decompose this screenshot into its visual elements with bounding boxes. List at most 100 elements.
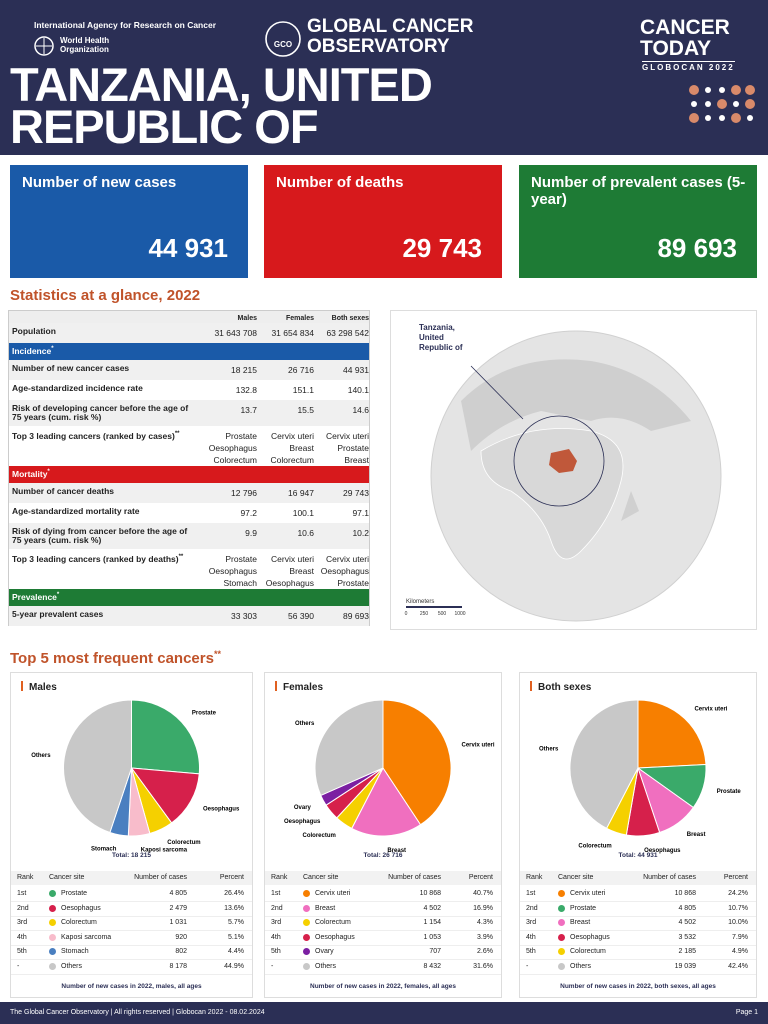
table-row: - Others 19 039 42.4% xyxy=(520,960,756,975)
key-figure-label: Number of deaths xyxy=(276,174,404,191)
pie-label: Others xyxy=(31,753,51,759)
scale-label: 0 xyxy=(405,611,408,617)
table-column: Percent xyxy=(723,874,748,881)
table-row: 5th Colorectum 2 185 4.9% xyxy=(520,945,756,961)
pie-slice xyxy=(314,699,384,797)
site: Oesophagus xyxy=(315,933,355,941)
site-dot xyxy=(558,948,565,956)
site: Colorectum xyxy=(315,919,351,927)
table-column: Rank xyxy=(271,874,288,881)
pie-slice xyxy=(569,699,639,829)
cases: 1 154 xyxy=(423,919,441,927)
row-label-text: Top 3 leading cancers (ranked by deaths) xyxy=(12,553,179,564)
row-label-text: Population xyxy=(12,326,56,336)
rank: - xyxy=(271,963,274,970)
pie-total: Total: 18 215 xyxy=(112,852,151,859)
pie-chart: Cervix uteri Prostate Breast Oesophagus Colo… xyxy=(539,699,742,859)
site-dot xyxy=(303,933,310,941)
percent: 5.1% xyxy=(228,933,244,941)
percent: 24.2% xyxy=(728,890,748,897)
section-row: Incidence* xyxy=(9,343,369,360)
row-label-text: Number of cancer deaths xyxy=(12,486,115,496)
cases: 2 185 xyxy=(678,948,696,956)
cases: 802 xyxy=(175,948,187,956)
pie-label: Prostate xyxy=(717,789,742,795)
row-label-text: Age-standardized mortality rate xyxy=(12,506,140,516)
row-label: 5-year prevalent cases xyxy=(12,610,192,619)
pie-label: Breast xyxy=(687,832,706,838)
cases: 19 039 xyxy=(674,963,696,970)
table-row: 4th Oesophagus 1 053 3.9% xyxy=(265,931,501,946)
cases: 8 432 xyxy=(423,963,441,970)
country: TANZANIA, UNITED REPUBLIC OF xyxy=(10,58,433,153)
cell-line: Prostate xyxy=(225,554,257,564)
site-dot xyxy=(49,963,56,970)
row-label: Age-standardized incidence rate xyxy=(12,384,192,393)
section-row: Prevalence* xyxy=(9,589,369,606)
cell: 9.9 xyxy=(245,528,257,538)
pie-label: Colorectum xyxy=(167,840,200,846)
cell: Cervix uteri Breast Oesophagus xyxy=(256,553,314,589)
site-dot xyxy=(303,890,310,897)
pie-label: Colorectum xyxy=(303,833,336,839)
table-row: 3rd Colorectum 1 154 4.3% xyxy=(265,916,501,932)
pie-label: Cervix uteri xyxy=(694,707,727,713)
table-column: Number of cases xyxy=(134,874,187,881)
cell: 31 643 708 xyxy=(214,328,257,338)
footer-text: The Global Cancer Observatory | All righ… xyxy=(10,1009,265,1016)
table-row: - Others 8 178 44.9% xyxy=(11,960,252,975)
pie-label: Breast xyxy=(387,848,406,854)
cell-line: Oesophagus xyxy=(265,578,314,588)
cell-line: Breast xyxy=(289,443,314,453)
panel-title: Males xyxy=(21,681,57,693)
rank: 2nd xyxy=(271,904,283,912)
percent: 7.9% xyxy=(732,933,748,941)
table-row: 3rd Breast 4 502 10.0% xyxy=(520,916,756,932)
rank: 4th xyxy=(17,933,27,941)
site: Breast xyxy=(570,919,591,927)
product: CANCER TODAY xyxy=(640,16,730,60)
site-dot xyxy=(49,919,56,927)
cell-line: Oesophagus xyxy=(208,443,257,453)
cell-line: Oesophagus xyxy=(320,566,369,576)
gco-logo-text: GCO xyxy=(274,40,292,49)
cases: 707 xyxy=(429,948,441,956)
dots-decoration xyxy=(689,85,755,123)
pie-slice xyxy=(351,767,422,837)
percent: 16.9% xyxy=(473,904,493,912)
table-row: 2nd Breast 4 502 16.9% xyxy=(265,902,501,917)
footnote: Number of new cases in 2022, both sexes,… xyxy=(560,983,716,990)
site: Others xyxy=(61,963,83,970)
panel: Males Prostate Oesophagus Colorectum Kaposi … xyxy=(10,672,253,998)
cell-line: Cervix uteri xyxy=(326,431,369,441)
rank: - xyxy=(526,963,529,970)
table-row: 2nd Oesophagus 2 479 13.6% xyxy=(11,902,252,917)
pie-chart: Cervix uteri Breast Colorectum Oesophagus Ov… xyxy=(284,699,495,859)
pie-label: Oesophagus xyxy=(644,848,681,854)
key-figure-value: 29 743 xyxy=(402,233,482,263)
section-name: Prevalence xyxy=(12,592,57,602)
key-figure: Number of prevalent cases (5-year) 89 693 xyxy=(519,165,757,278)
percent: 5.7% xyxy=(228,919,244,927)
stats-row: Number of new cancer cases 18 215 26 716 44… xyxy=(9,360,369,380)
row-label-mark: ** xyxy=(174,431,180,437)
row-label: Age-standardized mortality rate xyxy=(12,507,192,516)
percent: 10.0% xyxy=(728,919,748,927)
pie-total: Total: 44 931 xyxy=(619,852,658,859)
site: Oesophagus xyxy=(570,933,610,941)
agency: International Agency for Research on Can… xyxy=(34,20,217,30)
key-figure-label: Number of prevalent cases (5-year) xyxy=(531,174,746,208)
percent: 4.9% xyxy=(732,948,748,956)
cases: 3 532 xyxy=(678,933,696,941)
rank: 1st xyxy=(526,890,536,897)
site: Cervix uteri xyxy=(570,890,606,897)
rank: 3rd xyxy=(271,919,282,927)
cell: 13.7 xyxy=(240,405,257,415)
top5-title-text: Top 5 most frequent cancers xyxy=(10,650,214,667)
rank: 5th xyxy=(526,948,536,956)
site-dot xyxy=(558,904,565,912)
cases: 4 805 xyxy=(169,890,187,897)
pie-label: Prostate xyxy=(192,711,217,717)
rank: 5th xyxy=(271,948,281,956)
